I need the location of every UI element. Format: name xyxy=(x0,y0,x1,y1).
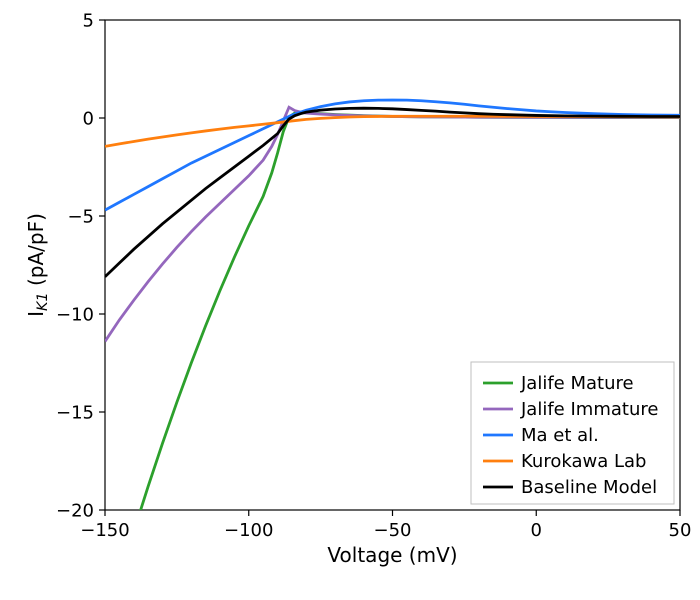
x-axis-label: Voltage (mV) xyxy=(327,543,457,567)
x-tick-label: −50 xyxy=(374,520,412,541)
legend-label: Ma et al. xyxy=(521,425,599,446)
y-tick-label: 0 xyxy=(83,108,94,129)
y-tick-label: 5 xyxy=(83,10,94,31)
legend-label: Jalife Mature xyxy=(520,373,634,394)
legend-label: Baseline Model xyxy=(521,477,657,498)
legend-label: Jalife Immature xyxy=(520,399,658,420)
legend-label: Kurokawa Lab xyxy=(521,451,646,472)
y-tick-label: −5 xyxy=(67,206,94,227)
x-tick-label: −100 xyxy=(224,520,273,541)
x-tick-label: −150 xyxy=(80,520,129,541)
x-tick-label: 0 xyxy=(531,520,542,541)
y-tick-label: −15 xyxy=(56,402,94,423)
chart-container: −150−100−50050Voltage (mV)−20−15−10−505I… xyxy=(0,0,700,600)
legend: Jalife Mature Jalife Immature Ma et al. Kur… xyxy=(471,362,674,504)
ik1-line-chart: −150−100−50050Voltage (mV)−20−15−10−505I… xyxy=(0,0,700,600)
x-tick-label: 50 xyxy=(669,520,692,541)
y-tick-label: −10 xyxy=(56,304,94,325)
y-tick-label: −20 xyxy=(56,500,94,521)
